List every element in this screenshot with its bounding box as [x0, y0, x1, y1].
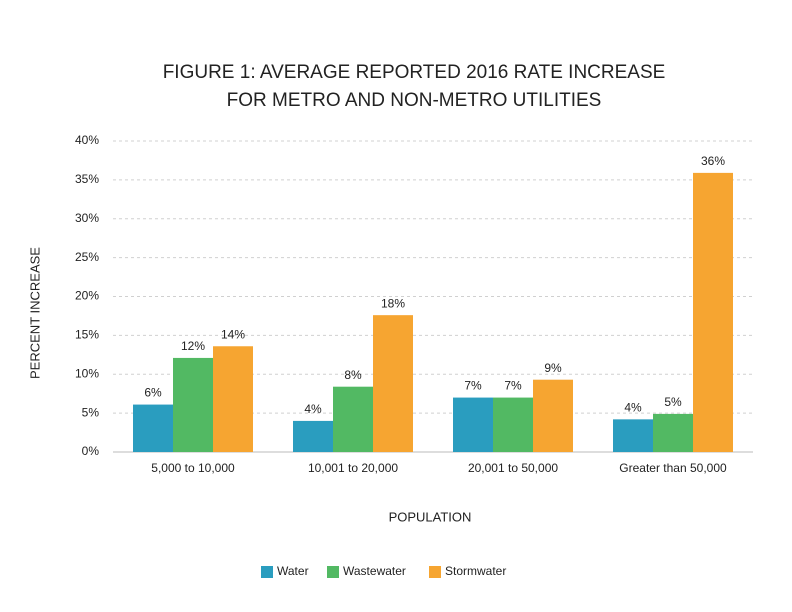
value-label: 36%: [701, 154, 725, 168]
legend-label: Wastewater: [343, 564, 406, 578]
bar: [173, 357, 213, 452]
value-label: 6%: [144, 386, 162, 400]
x-tick-label: 5,000 to 10,000: [151, 461, 235, 475]
x-tick-label: 10,001 to 20,000: [308, 461, 398, 475]
value-label: 18%: [381, 296, 405, 310]
bar: [453, 397, 493, 452]
bar: [293, 420, 333, 452]
y-tick-label: 10%: [75, 366, 99, 380]
value-label: 12%: [181, 339, 205, 353]
value-label: 7%: [464, 379, 482, 393]
value-label: 14%: [221, 327, 245, 341]
bar: [653, 413, 693, 452]
chart-title: FOR METRO AND NON-METRO UTILITIES: [227, 90, 602, 111]
legend-swatch: [429, 566, 441, 578]
value-label: 5%: [664, 395, 682, 409]
bar: [693, 172, 733, 452]
chart-title: FIGURE 1: AVERAGE REPORTED 2016 RATE INC…: [163, 62, 666, 83]
bar: [373, 315, 413, 452]
bar: [613, 419, 653, 452]
value-label: 4%: [624, 401, 642, 415]
bar: [493, 397, 533, 452]
value-label: 9%: [544, 361, 562, 375]
y-tick-label: 0%: [82, 444, 100, 458]
x-tick-label: 20,001 to 50,000: [468, 461, 558, 475]
y-tick-label: 5%: [82, 405, 100, 419]
value-label: 8%: [344, 368, 362, 382]
value-label: 7%: [504, 379, 522, 393]
legend-label: Water: [277, 564, 309, 578]
bar: [333, 386, 373, 452]
y-tick-label: 20%: [75, 289, 99, 303]
y-tick-label: 35%: [75, 172, 99, 186]
bar: [133, 404, 173, 452]
x-tick-label: Greater than 50,000: [619, 461, 727, 475]
y-axis-title: PERCENT INCREASE: [27, 247, 42, 379]
bar: [213, 346, 253, 452]
legend-swatch: [327, 566, 339, 578]
value-label: 4%: [304, 402, 322, 416]
bar: [533, 379, 573, 452]
y-tick-label: 25%: [75, 250, 99, 264]
x-axis-title: POPULATION: [389, 509, 472, 524]
legend-label: Stormwater: [445, 564, 506, 578]
y-tick-label: 30%: [75, 211, 99, 225]
legend-swatch: [261, 566, 273, 578]
y-tick-label: 40%: [75, 133, 99, 147]
y-tick-label: 15%: [75, 328, 99, 342]
